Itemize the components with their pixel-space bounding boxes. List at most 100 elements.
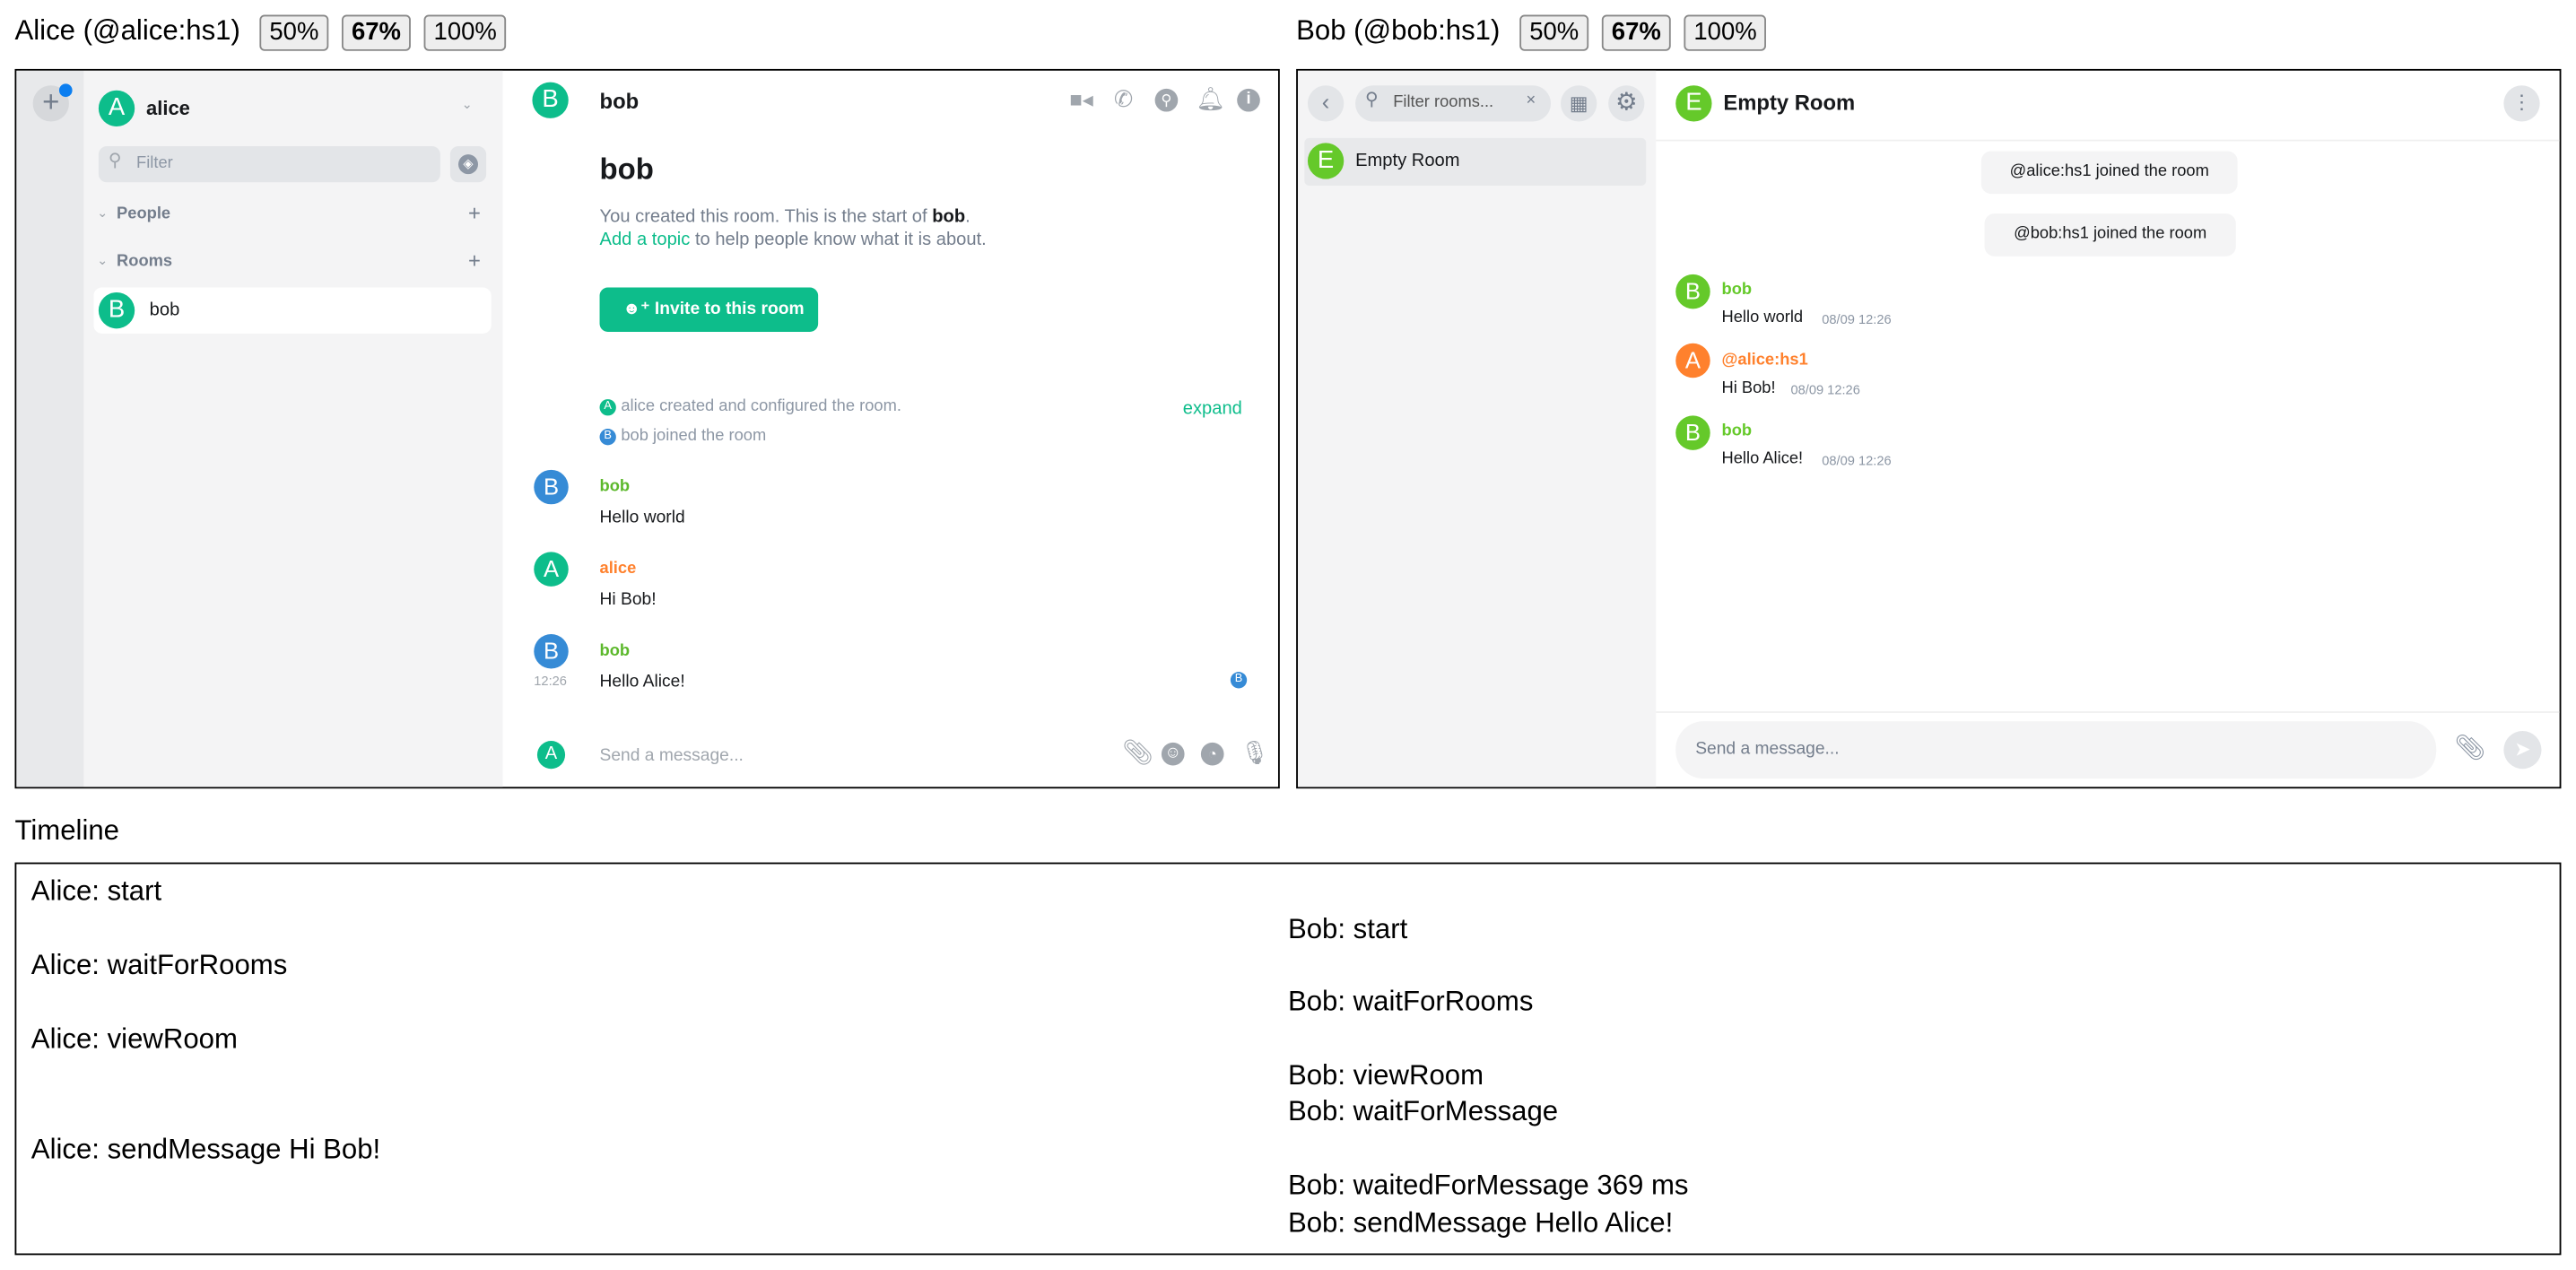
room-directory-button[interactable]: ▦: [1561, 85, 1597, 122]
room-list-panel: [83, 70, 503, 787]
message-avatar[interactable]: A: [1675, 343, 1710, 378]
intro-room-name: bob: [932, 206, 966, 227]
message-body: Hi Bob!: [599, 589, 657, 610]
back-button[interactable]: ‹: [1307, 85, 1345, 122]
voice-call-icon[interactable]: ✆: [1113, 85, 1134, 112]
timeline-entry-alice: Alice: sendMessage Hi Bob!: [30, 1133, 381, 1165]
message-sender[interactable]: @alice:hs1: [1721, 351, 1808, 370]
intro-prefix: You created this room. This is the start…: [599, 206, 933, 227]
notifications-bell-icon[interactable]: 🔔︎: [1196, 85, 1225, 112]
timeline-panel: Alice: start Alice: waitForRooms Alice: …: [14, 862, 2562, 1256]
people-section-header[interactable]: People: [117, 204, 171, 224]
bob-zoom-67-button[interactable]: 67%: [1601, 14, 1671, 51]
add-room-icon[interactable]: +: [468, 248, 481, 274]
attachment-icon[interactable]: 📎︎: [2454, 734, 2486, 762]
alice-zoom-67-button[interactable]: 67%: [341, 14, 411, 51]
search-icon[interactable]: ⚲: [1154, 88, 1179, 112]
explore-rooms-button[interactable]: ◈: [449, 146, 487, 183]
timeline-entry-bob: Bob: waitForRooms: [1287, 985, 1534, 1017]
composer-placeholder: Send a message...: [1695, 739, 1840, 760]
invite-label: Invite to this room: [654, 299, 805, 319]
clear-filter-icon[interactable]: ×: [1526, 91, 1536, 110]
composer-divider: [1656, 711, 2560, 713]
user-avatar[interactable]: A: [98, 90, 135, 127]
message-avatar[interactable]: B: [534, 469, 569, 505]
message-composer-input[interactable]: Send a message...: [1675, 721, 2437, 779]
grid-icon: ▦: [1569, 91, 1588, 116]
alice-pane-title: Alice (@alice:hs1): [14, 14, 240, 47]
message-timestamp: 12:26: [534, 673, 567, 689]
room-intro-text: You created this room. This is the start…: [600, 207, 970, 227]
topic-suffix: to help people know what it is about.: [690, 230, 987, 250]
space-bar: [16, 70, 84, 787]
message-sender[interactable]: bob: [599, 477, 631, 497]
people-chevron-icon[interactable]: ⌄: [97, 204, 109, 221]
invite-user-icon: ☻⁺: [622, 299, 655, 319]
microphone-icon[interactable]: 🎙︎: [1240, 739, 1270, 766]
filter-input[interactable]: ⚲ Filter: [98, 146, 440, 183]
room-list-item-bob[interactable]: B bob: [93, 287, 492, 334]
filter-rooms-placeholder: Filter rooms...: [1393, 93, 1494, 112]
message-timestamp: 08/09 12:26: [1790, 382, 1860, 398]
chevron-down-icon[interactable]: ⌄: [461, 97, 473, 112]
room-options-kebab-icon[interactable]: ⋮: [2503, 85, 2540, 122]
read-receipt-avatar[interactable]: B: [1230, 672, 1248, 689]
room-header-name[interactable]: Empty Room: [1723, 90, 1856, 116]
message-sender[interactable]: alice: [599, 560, 637, 578]
expand-link[interactable]: expand: [1182, 399, 1242, 420]
timeline-entry-alice: Alice: viewRoom: [30, 1023, 238, 1055]
message-body: Hello Alice!: [1721, 449, 1804, 469]
event-avatar: A: [599, 399, 616, 416]
message-avatar[interactable]: A: [534, 552, 569, 587]
rooms-section-header[interactable]: Rooms: [117, 253, 173, 272]
timeline-entry-alice: Alice: start: [30, 875, 162, 908]
video-call-icon[interactable]: ■◂: [1069, 87, 1093, 112]
message-composer-input[interactable]: Send a message...: [599, 745, 744, 766]
event-avatar: B: [599, 429, 616, 446]
timeline-entry-alice: Alice: waitForRooms: [30, 949, 288, 981]
alice-zoom-50-button[interactable]: 50%: [259, 14, 329, 51]
room-list-panel: [1297, 70, 1657, 787]
bob-zoom-50-button[interactable]: 50%: [1519, 14, 1589, 51]
message-sender[interactable]: bob: [1721, 281, 1753, 300]
attachment-icon[interactable]: 📎︎: [1121, 739, 1153, 768]
room-header-avatar[interactable]: E: [1675, 85, 1712, 122]
room-name: bob: [149, 300, 180, 321]
message-avatar[interactable]: B: [534, 633, 569, 669]
message-timestamp: 08/09 12:26: [1822, 453, 1892, 469]
message-body: Hi Bob!: [1721, 379, 1776, 398]
message-avatar[interactable]: B: [1675, 415, 1710, 450]
bob-zoom-100-button[interactable]: 100%: [1684, 14, 1767, 51]
add-people-icon[interactable]: +: [468, 200, 481, 225]
add-topic-link[interactable]: Add a topic: [599, 230, 691, 250]
room-list-item-empty-room[interactable]: E Empty Room: [1304, 137, 1647, 186]
bob-client-frame: ‹ ⚲ Filter rooms... × ▦ ⚙ E Empty Room E…: [1296, 68, 2562, 789]
message-avatar[interactable]: B: [1675, 274, 1710, 309]
message-sender[interactable]: bob: [1721, 422, 1753, 440]
alice-client-frame: + A alice ⌄ ⚲ Filter ◈ ⌄ People + ⌄ Room…: [14, 68, 1280, 789]
room-header-name[interactable]: bob: [599, 88, 640, 114]
alice-zoom-100-button[interactable]: 100%: [423, 14, 507, 51]
send-icon: ➤: [2514, 737, 2531, 761]
event-text: bob joined the room: [621, 427, 767, 446]
emoji-icon[interactable]: ☺: [1161, 742, 1185, 766]
bob-pane-title: Bob (@bob:hs1): [1296, 14, 1501, 47]
room-info-icon[interactable]: i: [1237, 88, 1260, 112]
filter-rooms-input[interactable]: ⚲ Filter rooms... ×: [1355, 85, 1552, 122]
room-name: Empty Room: [1355, 151, 1460, 171]
sticker-icon[interactable]: ◔: [1200, 742, 1224, 766]
settings-button[interactable]: ⚙: [1608, 85, 1645, 122]
message-body: Hello Alice!: [599, 672, 685, 692]
composer-avatar: A: [536, 741, 566, 770]
message-timestamp: 08/09 12:26: [1822, 312, 1892, 327]
notification-dot: [58, 83, 73, 98]
room-topic-text: Add a topic to help people know what it …: [600, 230, 987, 249]
rooms-chevron-icon[interactable]: ⌄: [97, 253, 109, 268]
user-menu-name[interactable]: alice: [146, 97, 190, 120]
room-avatar: B: [98, 292, 135, 329]
invite-button[interactable]: ☻⁺ Invite to this room: [599, 287, 819, 332]
send-button[interactable]: ➤: [2503, 731, 2542, 770]
timeline-entry-bob: Bob: sendMessage Hello Alice!: [1287, 1207, 1674, 1240]
message-sender[interactable]: bob: [599, 642, 631, 661]
room-header-avatar[interactable]: B: [532, 82, 569, 118]
